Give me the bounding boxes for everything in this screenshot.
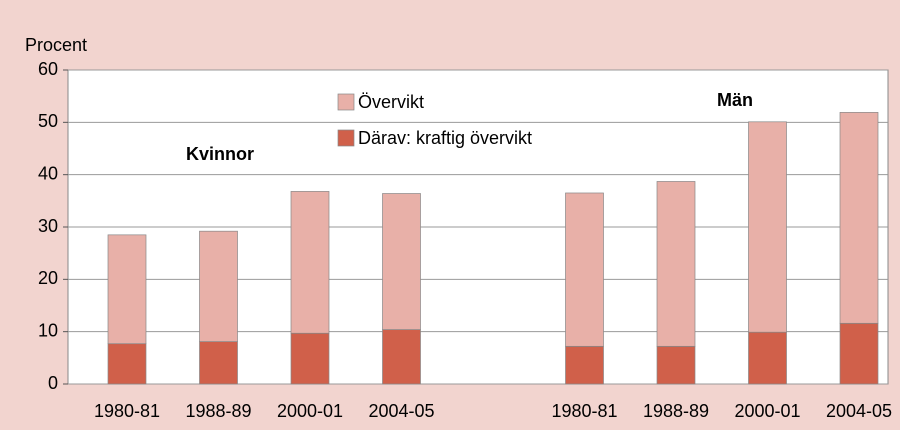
- bar-segment: [656, 181, 696, 347]
- y-tick-label: 50: [38, 111, 58, 131]
- x-tick-label: 2004-05: [368, 401, 434, 421]
- x-tick-label: 2004-05: [826, 401, 892, 421]
- y-axis-label: Procent: [25, 35, 87, 55]
- y-tick-label: 0: [48, 373, 58, 393]
- x-tick-label: 2000-01: [277, 401, 343, 421]
- legend-swatch: [337, 93, 355, 111]
- x-tick-label: 1980-81: [94, 401, 160, 421]
- bar-segment: [748, 331, 787, 385]
- y-tick-label: 10: [38, 320, 58, 340]
- bar-segment: [565, 192, 604, 347]
- annotation: Män: [717, 90, 753, 110]
- bar-segment: [748, 121, 787, 333]
- bar-segment: [290, 332, 330, 385]
- bar-segment: [199, 230, 238, 342]
- legend-label: Övervikt: [358, 92, 424, 112]
- x-tick-label: 1988-89: [185, 401, 251, 421]
- annotation: Kvinnor: [186, 144, 254, 164]
- y-tick-label: 30: [38, 216, 58, 236]
- bar-segment: [199, 341, 238, 385]
- bar-segment: [565, 345, 604, 385]
- x-tick-label: 2000-01: [734, 401, 800, 421]
- y-tick-label: 60: [38, 59, 58, 79]
- bar-segment: [839, 322, 879, 385]
- bar-segment: [107, 343, 147, 385]
- legend-swatch: [337, 129, 355, 147]
- y-tick-label: 40: [38, 163, 58, 183]
- bar-segment: [382, 193, 421, 330]
- x-tick-label: 1988-89: [643, 401, 709, 421]
- legend-label: Därav: kraftig övervikt: [358, 128, 532, 148]
- y-tick-label: 20: [38, 268, 58, 288]
- bar-segment: [656, 345, 696, 385]
- bar-segment: [382, 329, 421, 385]
- x-tick-label: 1980-81: [551, 401, 617, 421]
- bar-segment: [290, 191, 330, 334]
- bar-segment: [839, 112, 879, 324]
- bar-segment: [107, 234, 147, 345]
